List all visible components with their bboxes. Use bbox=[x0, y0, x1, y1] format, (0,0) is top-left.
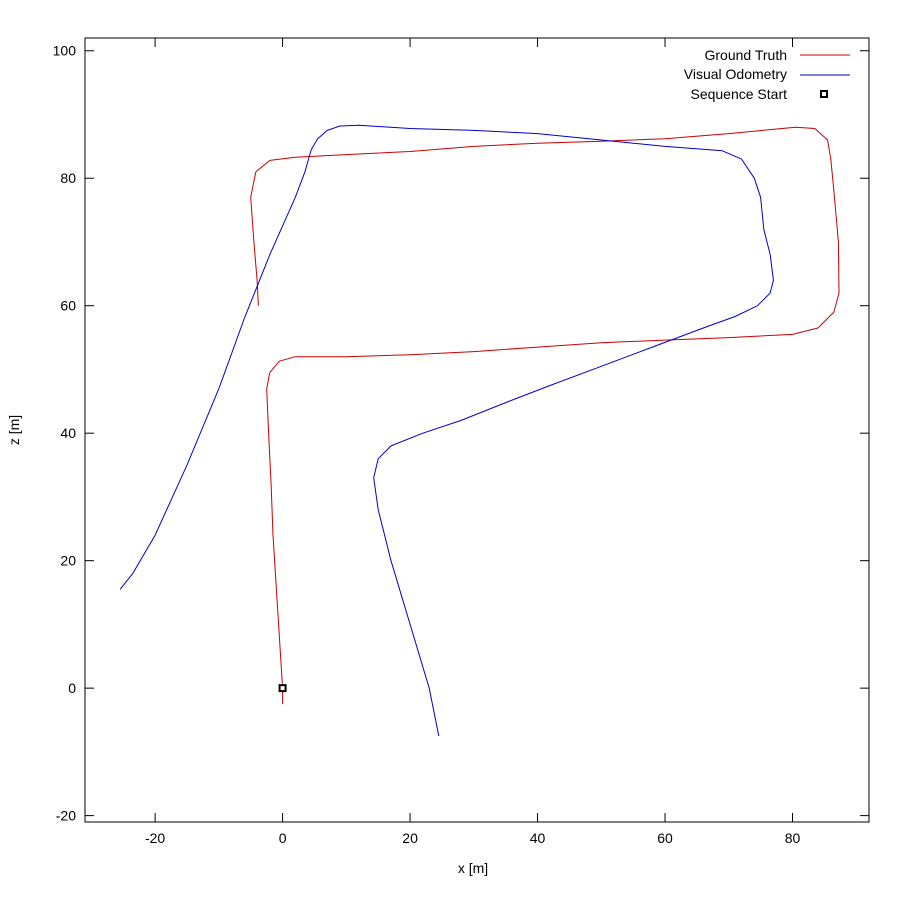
series-line-visual-odometry bbox=[119, 124, 774, 737]
legend: Ground Truth Visual Odometry Sequence St… bbox=[684, 47, 850, 102]
y-tick-label: -20 bbox=[56, 808, 76, 824]
plot-frame bbox=[84, 37, 870, 823]
x-tick-label: 0 bbox=[279, 830, 287, 846]
x-tick-label: 80 bbox=[785, 830, 801, 846]
x-tick-label: 60 bbox=[657, 830, 673, 846]
x-tick-label: -20 bbox=[145, 830, 165, 846]
legend-label-visual-odometry: Visual Odometry bbox=[684, 66, 787, 82]
x-tick-label: 20 bbox=[402, 830, 418, 846]
series-layer bbox=[119, 124, 840, 737]
y-tick-label: 40 bbox=[60, 425, 76, 441]
x-axis-label: x [m] bbox=[458, 860, 488, 876]
axis-ticks: -20 0 20 40 60 80 -20 0 20 40 60 80 100 bbox=[53, 38, 869, 846]
y-tick-label: 0 bbox=[68, 680, 76, 696]
legend-marker-sequence-start bbox=[820, 90, 828, 98]
y-tick-label: 80 bbox=[60, 170, 76, 186]
legend-label-sequence-start: Sequence Start bbox=[690, 86, 787, 102]
x-tick-label: 40 bbox=[530, 830, 546, 846]
legend-label-ground-truth: Ground Truth bbox=[705, 47, 788, 63]
y-tick-label: 100 bbox=[53, 43, 77, 59]
series-line-ground-truth bbox=[250, 126, 840, 705]
y-tick-label: 20 bbox=[60, 553, 76, 569]
y-axis-label: z [m] bbox=[6, 415, 22, 445]
y-tick-label: 60 bbox=[60, 298, 76, 314]
sequence-start-marker bbox=[278, 684, 287, 693]
marker-layer bbox=[278, 684, 287, 693]
